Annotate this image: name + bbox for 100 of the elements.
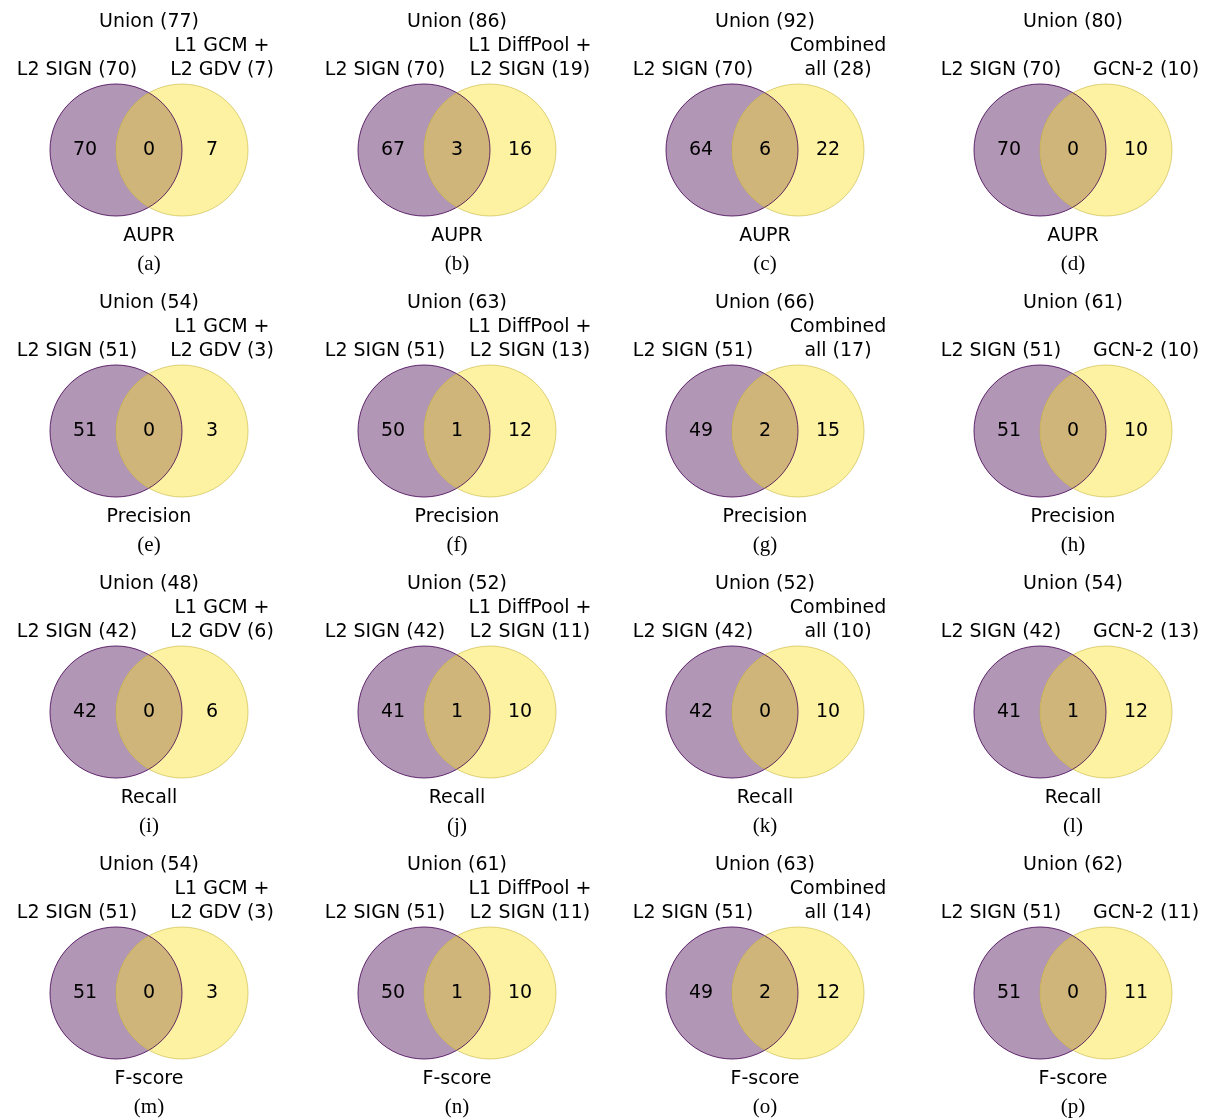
data-label: 42	[688, 698, 714, 721]
category-label: L2 SIGN (42)	[632, 618, 754, 641]
text: AUPR	[431, 222, 483, 245]
text: F-score	[422, 1065, 492, 1088]
category-label: L2 SIGN (51)	[324, 899, 446, 922]
data-label: 12	[815, 979, 841, 1002]
data-label: 1	[450, 979, 464, 1002]
category-label: L2 SIGN (51)	[16, 899, 138, 922]
category-label: Combined all (10)	[789, 594, 887, 641]
category-label: L1 DiffPool + L2 SIGN (19)	[468, 32, 592, 79]
category-label: L2 SIGN (51)	[940, 899, 1062, 922]
text: (c)	[753, 250, 777, 275]
category-label: L2 SIGN (42)	[16, 618, 138, 641]
category-label: L1 DiffPool + L2 SIGN (11)	[468, 594, 592, 641]
text: Union (66)	[715, 289, 815, 312]
data-label: 0	[1066, 979, 1080, 1002]
data-label: 41	[380, 698, 406, 721]
data-label: 3	[205, 417, 219, 440]
category-label: L1 GCM + L2 GDV (3)	[170, 313, 274, 360]
text: Union (52)	[715, 570, 815, 593]
text: F-score	[1038, 1065, 1108, 1088]
text: (j)	[447, 812, 467, 837]
text: Union (63)	[407, 289, 507, 312]
data-label: 0	[1066, 417, 1080, 440]
category-label: GCN-2 (10)	[1092, 56, 1200, 79]
category-label: L2 SIGN (70)	[324, 56, 446, 79]
category-label: L2 SIGN (42)	[940, 618, 1062, 641]
text: (m)	[133, 1093, 165, 1118]
data-label: 12	[507, 417, 533, 440]
text: Union (48)	[99, 570, 199, 593]
text: (o)	[752, 1093, 778, 1118]
category-label: L2 SIGN (70)	[16, 56, 138, 79]
data-label: 0	[142, 417, 156, 440]
data-label: 3	[450, 136, 464, 159]
text: Precision	[1030, 503, 1116, 526]
data-label: 67	[380, 136, 406, 159]
text: (b)	[444, 250, 470, 275]
data-label: 50	[380, 417, 406, 440]
data-label: 10	[507, 979, 533, 1002]
text: Precision	[106, 503, 192, 526]
category-label: Combined all (14)	[789, 875, 887, 922]
text: Recall	[736, 784, 794, 807]
category-label: Combined all (17)	[789, 313, 887, 360]
category-label: L2 SIGN (51)	[632, 899, 754, 922]
data-label: 15	[815, 417, 841, 440]
data-label: 70	[996, 136, 1022, 159]
data-label: 6	[758, 136, 772, 159]
text: Union (61)	[407, 851, 507, 874]
data-label: 70	[72, 136, 98, 159]
text: Union (77)	[99, 8, 199, 31]
data-label: 51	[996, 979, 1022, 1002]
text: (f)	[446, 531, 468, 556]
text: Recall	[428, 784, 486, 807]
data-label: 22	[815, 136, 841, 159]
data-label: 0	[758, 698, 772, 721]
text: Union (92)	[715, 8, 815, 31]
data-label: 64	[688, 136, 714, 159]
data-label: 12	[1123, 698, 1149, 721]
text: Recall	[120, 784, 178, 807]
data-label: 11	[1123, 979, 1149, 1002]
data-label: 3	[205, 979, 219, 1002]
data-label: 1	[450, 417, 464, 440]
text: Union (54)	[1023, 570, 1123, 593]
data-label: 51	[996, 417, 1022, 440]
data-label: 2	[758, 417, 772, 440]
text: F-score	[730, 1065, 800, 1088]
text: Union (80)	[1023, 8, 1123, 31]
category-label: L1 DiffPool + L2 SIGN (11)	[468, 875, 592, 922]
data-label: 10	[1123, 417, 1149, 440]
text: Union (61)	[1023, 289, 1123, 312]
data-label: 42	[72, 698, 98, 721]
text: Union (62)	[1023, 851, 1123, 874]
category-label: L2 SIGN (51)	[940, 337, 1062, 360]
data-label: 1	[450, 698, 464, 721]
category-label: L2 SIGN (42)	[324, 618, 446, 641]
text: F-score	[114, 1065, 184, 1088]
text: AUPR	[739, 222, 791, 245]
text: (n)	[444, 1093, 470, 1118]
category-label: L1 GCM + L2 GDV (3)	[170, 875, 274, 922]
text: Union (54)	[99, 851, 199, 874]
text: (d)	[1060, 250, 1086, 275]
category-label: Combined all (28)	[789, 32, 887, 79]
data-label: 51	[72, 417, 98, 440]
text: (l)	[1063, 812, 1083, 837]
text: Precision	[414, 503, 500, 526]
text: Recall	[1044, 784, 1102, 807]
data-label: 49	[688, 979, 714, 1002]
category-label: L2 SIGN (70)	[940, 56, 1062, 79]
text: AUPR	[1047, 222, 1099, 245]
category-label: L1 DiffPool + L2 SIGN (13)	[468, 313, 592, 360]
category-label: GCN-2 (10)	[1092, 337, 1200, 360]
category-label: GCN-2 (11)	[1092, 899, 1200, 922]
data-label: 1	[1066, 698, 1080, 721]
text: (p)	[1060, 1093, 1086, 1118]
data-label: 50	[380, 979, 406, 1002]
category-label: L1 GCM + L2 GDV (6)	[170, 594, 274, 641]
data-label: 0	[142, 979, 156, 1002]
data-label: 51	[72, 979, 98, 1002]
category-label: L2 SIGN (51)	[16, 337, 138, 360]
text: (i)	[139, 812, 159, 837]
